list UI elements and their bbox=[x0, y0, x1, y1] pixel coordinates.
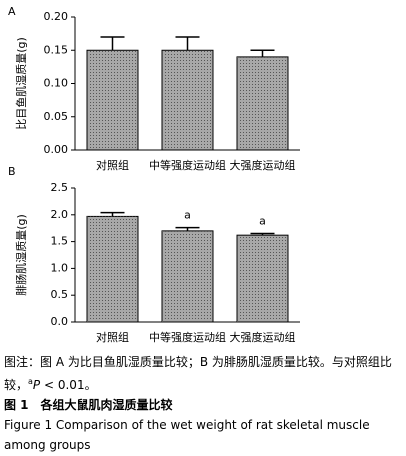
note-text: < 0.01。 bbox=[40, 378, 97, 392]
note: 图注：图 A 为比目鱼肌湿质量比较；B 为腓肠肌湿质量比较。与对照组比较，aP … bbox=[4, 352, 402, 395]
y-tick-label: 0.5 bbox=[51, 288, 69, 301]
figure-notes: 图注：图 A 为比目鱼肌湿质量比较；B 为腓肠肌湿质量比较。与对照组比较，aP … bbox=[4, 352, 402, 455]
bar-texture bbox=[87, 50, 138, 150]
bar-texture bbox=[162, 50, 213, 150]
x-tick-label: 大强度运动组 bbox=[230, 158, 296, 172]
figure-title-cn: 图 1 各组大鼠肌肉湿质量比较 bbox=[4, 398, 173, 412]
figure-title-en: Figure 1 Comparison of the wet weight of… bbox=[4, 418, 370, 452]
y-tick-label: 0.05 bbox=[44, 110, 69, 123]
y-tick-label: 0.10 bbox=[44, 77, 69, 90]
y-tick-label: 1.5 bbox=[51, 235, 69, 248]
bar-texture bbox=[237, 56, 288, 150]
y-axis-label: 比目鱼肌湿质量(g) bbox=[14, 37, 28, 130]
x-tick-label: 对照组 bbox=[96, 158, 129, 172]
x-tick-label: 大强度运动组 bbox=[230, 330, 296, 344]
y-tick-label: 0.20 bbox=[44, 10, 69, 23]
x-tick-label: 中等强度运动组 bbox=[149, 158, 226, 172]
note-sup: a bbox=[28, 377, 33, 386]
y-tick-label: 2.0 bbox=[51, 208, 69, 221]
x-tick-label: 中等强度运动组 bbox=[149, 330, 226, 344]
y-tick-label: 0.15 bbox=[44, 43, 69, 56]
y-tick-label: 0.00 bbox=[44, 143, 69, 156]
bar-texture bbox=[237, 235, 288, 322]
y-axis-label: 腓肠肌湿质量(g) bbox=[15, 214, 28, 296]
y-tick-label: 0.0 bbox=[51, 315, 69, 328]
y-tick-label: 1.0 bbox=[51, 261, 69, 274]
note-p: P bbox=[32, 378, 41, 392]
x-tick-label: 对照组 bbox=[96, 330, 129, 344]
panel-label: A bbox=[8, 5, 16, 18]
panel-label: B bbox=[8, 165, 16, 178]
bar-texture bbox=[87, 216, 138, 322]
bar-texture bbox=[162, 230, 213, 322]
annotation: a bbox=[259, 215, 266, 228]
y-tick-label: 2.5 bbox=[51, 181, 69, 194]
annotation: a bbox=[184, 209, 191, 222]
note-text: 图注：图 A 为比目鱼肌湿质量比较；B 为腓肠肌湿质量比较。与对照组比较， bbox=[4, 355, 392, 392]
